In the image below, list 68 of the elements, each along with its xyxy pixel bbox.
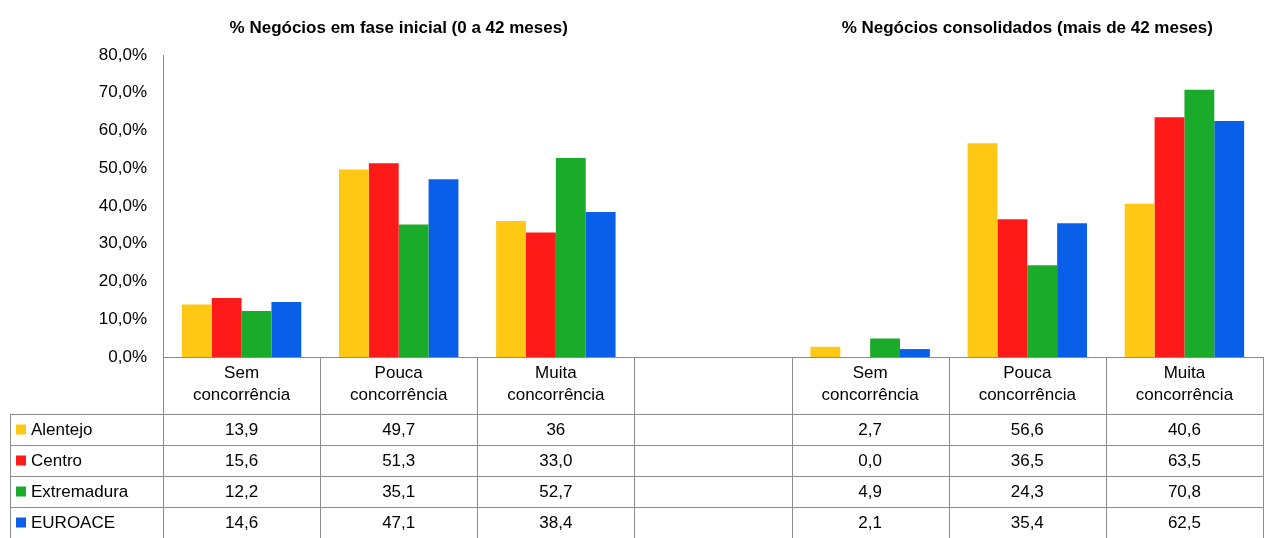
data-label: 13,9	[225, 420, 259, 440]
data-label: 38,4	[539, 513, 573, 533]
bar	[1214, 121, 1245, 357]
bar	[1124, 203, 1155, 357]
bar	[997, 219, 1028, 357]
x-tick-label: Pouca concorrência	[350, 362, 448, 404]
text: % Negócios em fase inicial (0 a 42 meses)	[229, 17, 568, 37]
data-label: 0,0	[858, 451, 882, 471]
y-tick-label: 40,0%	[98, 195, 147, 215]
bar	[496, 221, 526, 357]
data-label: 63,5	[1167, 451, 1201, 471]
bar	[339, 169, 369, 357]
legend-label: EUROACE	[31, 513, 116, 533]
legend-label: Alentejo	[31, 420, 93, 440]
bar	[1154, 117, 1185, 357]
data-label: 24,3	[1010, 482, 1044, 502]
bar	[1184, 89, 1215, 357]
legend-label: Centro	[31, 451, 83, 471]
x-tick-label: Sem concorrência	[821, 362, 920, 404]
bar	[870, 338, 900, 357]
x-tick-label: Sem concorrência	[192, 362, 291, 404]
data-label: 14,6	[225, 513, 259, 533]
data-label: 49,7	[382, 420, 416, 440]
data-label: 36,5	[1010, 451, 1044, 471]
data-label: 40,6	[1167, 420, 1201, 440]
data-label: 47,1	[382, 513, 416, 533]
data-label: 35,1	[382, 482, 416, 502]
bar	[271, 301, 302, 357]
text: % Negócios consolidados (mais de 42 meses)	[841, 17, 1213, 37]
y-tick-label: 0,0%	[108, 346, 147, 366]
y-tick-label: 50,0%	[98, 157, 147, 177]
data-label: 33,0	[539, 451, 573, 471]
data-label: 4,9	[858, 482, 882, 502]
y-tick-label: 10,0%	[98, 308, 147, 328]
data-label: 52,7	[539, 482, 573, 502]
data-label: 62,5	[1167, 513, 1201, 533]
legend-label: Extremadura	[31, 482, 129, 502]
bar	[810, 346, 841, 357]
bar	[428, 179, 459, 357]
bar	[555, 158, 586, 357]
bar	[526, 232, 556, 357]
data-label: 2,1	[858, 513, 882, 533]
data-label: 12,2	[225, 482, 259, 502]
bar	[241, 310, 272, 357]
y-tick-label: 70,0%	[98, 82, 147, 102]
data-label: 56,6	[1010, 420, 1044, 440]
data-label: 35,4	[1010, 513, 1044, 533]
data-label: 2,7	[858, 420, 882, 440]
bar	[1057, 223, 1087, 357]
y-tick-label: 80,0%	[98, 44, 147, 64]
bar	[967, 143, 998, 357]
bar	[181, 304, 212, 357]
bar	[1027, 265, 1058, 357]
bar	[398, 224, 429, 357]
bar	[585, 212, 616, 357]
x-tick-label: Pouca concorrência	[978, 362, 1077, 404]
bar	[900, 349, 930, 357]
bar	[368, 163, 399, 357]
y-tick-label: 60,0%	[98, 120, 147, 140]
y-tick-label: 20,0%	[98, 271, 147, 291]
bar	[211, 298, 242, 357]
data-label: 36	[546, 420, 566, 440]
data-label: 51,3	[382, 451, 416, 471]
x-tick-label: Muita concorrência	[507, 362, 606, 404]
data-label: 70,8	[1167, 482, 1201, 502]
data-label: 15,6	[225, 451, 259, 471]
y-tick-label: 30,0%	[98, 233, 147, 253]
x-tick-label: Muita concorrência	[1135, 362, 1234, 404]
